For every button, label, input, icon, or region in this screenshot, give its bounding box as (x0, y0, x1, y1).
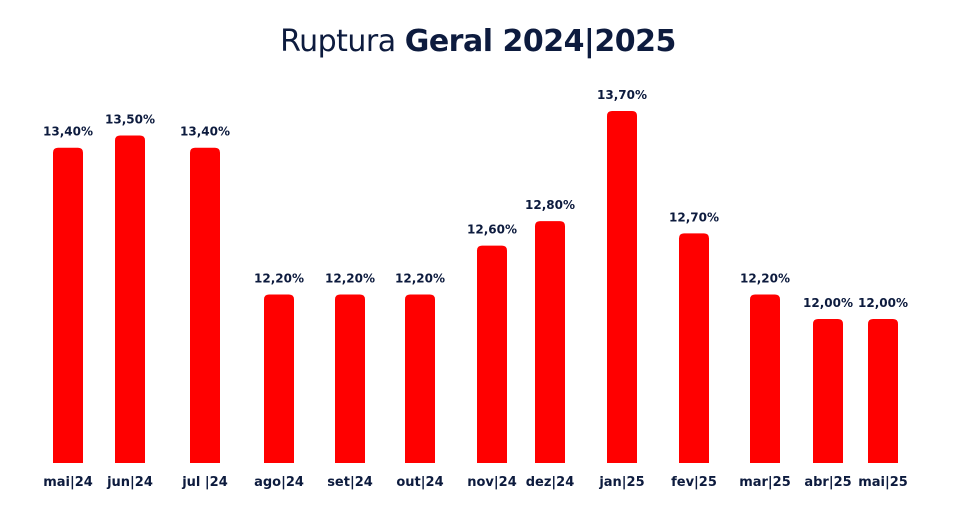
value-label-2: 13,40% (180, 125, 230, 139)
value-label-8: 13,70% (597, 88, 647, 102)
bar-0 (53, 147, 83, 464)
bar-9 (679, 233, 709, 463)
chart-title-bold: Geral 2024|2025 (404, 24, 677, 59)
value-label-10: 12,20% (740, 272, 790, 286)
category-label-6: nov|24 (467, 475, 517, 490)
category-label-12: mai|25 (858, 475, 908, 490)
value-label-5: 12,20% (395, 272, 445, 286)
category-label-7: dez|24 (526, 475, 575, 490)
value-label-9: 12,70% (669, 210, 719, 224)
bar-8 (607, 111, 637, 463)
value-label-1: 13,50% (105, 112, 155, 126)
bar-1 (115, 135, 145, 463)
category-label-11: abr|25 (804, 475, 851, 490)
category-label-5: out|24 (396, 475, 443, 490)
bar-7 (535, 221, 565, 463)
bar-4 (335, 294, 365, 463)
category-label-8: jan|25 (598, 475, 644, 490)
category-label-9: fev|25 (671, 475, 717, 490)
category-label-10: mar|25 (739, 475, 791, 490)
value-label-0: 13,40% (43, 125, 93, 139)
chart-title-light: Ruptura (280, 24, 396, 59)
value-label-3: 12,20% (254, 272, 304, 286)
category-label-2: jul |24 (181, 475, 228, 490)
bar-10 (750, 294, 780, 463)
value-label-11: 12,00% (803, 296, 853, 310)
category-label-1: jun|24 (106, 475, 153, 490)
value-label-7: 12,80% (525, 198, 575, 212)
category-label-3: ago|24 (254, 475, 304, 490)
bar-11 (813, 319, 843, 463)
value-label-6: 12,60% (467, 223, 517, 237)
chart-title: Ruptura Geral 2024|2025 (0, 24, 956, 59)
bar-3 (264, 294, 294, 463)
bar-5 (405, 294, 435, 463)
category-label-4: set|24 (327, 475, 373, 490)
value-label-4: 12,20% (325, 272, 375, 286)
value-label-12: 12,00% (858, 296, 908, 310)
bar-2 (190, 147, 220, 464)
category-label-0: mai|24 (43, 475, 93, 490)
bar-6 (477, 245, 507, 463)
bar-12 (868, 319, 898, 463)
